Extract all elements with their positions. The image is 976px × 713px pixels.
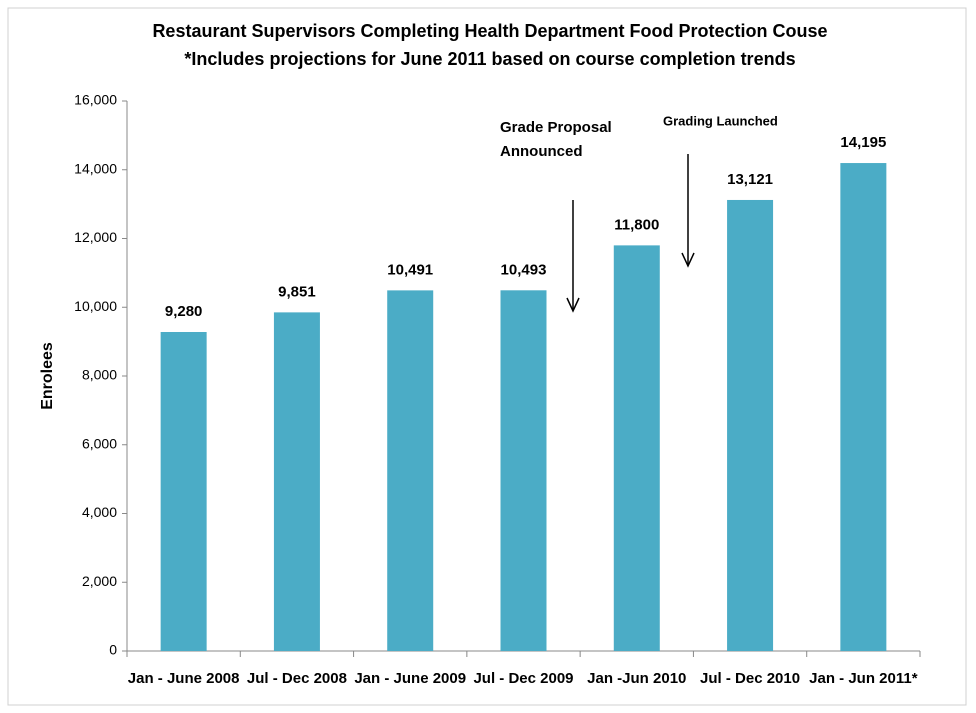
- x-tick-label: Jul - Dec 2009: [473, 670, 573, 687]
- x-tick-label: Jan -Jun 2010: [587, 670, 686, 687]
- y-tick-label: 0: [109, 642, 117, 658]
- data-label: 13,121: [727, 171, 773, 188]
- bar: [273, 312, 320, 651]
- bar: [613, 245, 660, 651]
- arrow-head: [566, 297, 580, 313]
- chart-title: Restaurant Supervisors Completing Health…: [152, 21, 827, 41]
- y-tick-label: 4,000: [82, 504, 117, 520]
- annotation: Grade Proposal Announced: [500, 119, 612, 160]
- data-label: 9,851: [278, 283, 316, 300]
- data-label: 10,493: [501, 261, 547, 278]
- x-tick-label: Jan - Jun 2011*: [809, 670, 918, 687]
- y-tick-label: 14,000: [74, 160, 117, 176]
- bar: [160, 332, 207, 651]
- bar: [840, 163, 887, 651]
- y-tick-label: 16,000: [74, 92, 117, 108]
- x-tick-label: Jan - June 2008: [128, 670, 240, 687]
- chart-subtitle: *Includes projections for June 2011 base…: [184, 49, 795, 69]
- x-tick-label: Jan - June 2009: [354, 670, 466, 687]
- data-label: 14,195: [840, 134, 886, 151]
- annotation: Grading Launched: [663, 113, 778, 128]
- y-tick-label: 2,000: [82, 573, 117, 589]
- y-tick-label: 6,000: [82, 435, 117, 451]
- data-label: 9,280: [165, 303, 203, 320]
- arrow-head: [681, 252, 695, 268]
- y-axis-title: Enrolees: [39, 342, 56, 410]
- data-label: 10,491: [387, 261, 433, 278]
- chart-frame: [7, 7, 967, 706]
- data-label: 11,800: [614, 216, 659, 233]
- x-tick-label: Jul - Dec 2008: [247, 670, 347, 687]
- bar: [500, 290, 547, 651]
- y-tick-label: 10,000: [74, 298, 117, 314]
- x-tick-label: Jul - Dec 2010: [700, 670, 800, 687]
- bar: [727, 199, 774, 651]
- bar: [387, 290, 434, 651]
- y-tick-label: 12,000: [74, 229, 117, 245]
- y-tick-label: 8,000: [82, 367, 117, 383]
